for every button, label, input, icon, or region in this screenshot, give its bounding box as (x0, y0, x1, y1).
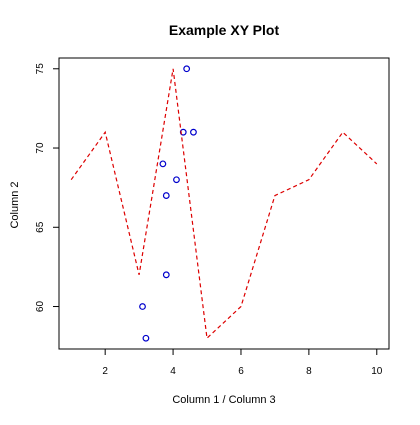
x-tick-label: 8 (306, 366, 312, 377)
y-axis: 60 65 70 75 (35, 63, 59, 312)
scatter-point (143, 335, 149, 341)
y-tick-label: 60 (35, 301, 46, 313)
x-tick-label: 10 (371, 366, 383, 377)
scatter-point (184, 66, 190, 72)
dashed-series-line (71, 69, 377, 338)
scatter-point (163, 272, 169, 278)
y-tick-label: 65 (35, 221, 46, 233)
x-tick-label: 6 (238, 366, 244, 377)
scatter-point (191, 129, 197, 135)
scatter-point (174, 177, 180, 183)
x-tick-label: 4 (170, 366, 176, 377)
y-tick-label: 70 (35, 142, 46, 154)
series-layer (71, 66, 377, 341)
scatter-point (160, 161, 166, 167)
y-axis-label: Column 2 (9, 181, 21, 228)
scatter-point (140, 304, 146, 310)
plot-area-frame (59, 58, 389, 349)
y-tick-label: 75 (35, 63, 46, 75)
chart-title: Example XY Plot (169, 22, 280, 38)
x-axis: 2 4 6 8 10 (102, 349, 382, 377)
scatter-point (163, 193, 169, 199)
x-axis-label: Column 1 / Column 3 (172, 394, 275, 406)
x-tick-label: 2 (102, 366, 108, 377)
